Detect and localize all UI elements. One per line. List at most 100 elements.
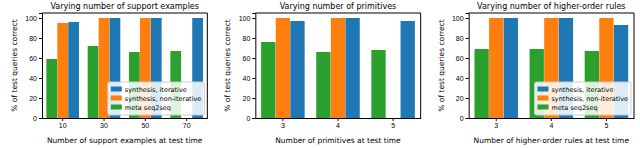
tick: 80 [456, 35, 469, 42]
bar [474, 49, 488, 118]
legend-swatch [111, 87, 122, 92]
x-axis: 3 4 5 [469, 118, 634, 129]
tick-mark [466, 38, 469, 39]
tick-mark [39, 38, 42, 39]
tick-label: 50 [141, 122, 149, 129]
tick-label: 0 [460, 115, 464, 122]
tick-label: 3 [494, 122, 498, 129]
tick: 0 [33, 115, 42, 122]
y-axis: 020406080100 [25, 14, 42, 122]
panel: 02040608010010305070Varying number of su… [10, 2, 208, 145]
bar [88, 46, 99, 118]
tick: 60 [243, 55, 256, 62]
tick-label: 60 [456, 55, 464, 62]
tick-label: 100 [25, 15, 37, 22]
tick-mark [39, 58, 42, 59]
tick-label: 20 [243, 95, 251, 102]
tick: 20 [456, 95, 469, 102]
legend-box [534, 82, 631, 115]
tick-label: 70 [183, 122, 191, 129]
tick-label: 60 [243, 55, 251, 62]
x-axis-title: Number of support examples at test time [47, 136, 203, 145]
tick-mark [466, 98, 469, 99]
tick-label: 80 [29, 35, 37, 42]
tick: 60 [456, 55, 469, 62]
tick-mark [186, 118, 187, 121]
y-axis-title: % of test queries correct [437, 19, 446, 111]
y-axis: 020406080100 [239, 14, 256, 122]
tick: 50 [141, 118, 149, 129]
tick-label: 80 [456, 35, 464, 42]
x-axis-title: Number of higher-order rules at test tim… [474, 136, 630, 145]
legend-swatch [111, 105, 122, 110]
tick: 4 [549, 118, 553, 129]
tick-mark [338, 118, 339, 121]
legend-item: meta seq2seq [111, 104, 171, 112]
tick-mark [252, 58, 255, 59]
tick-label: 60 [29, 55, 37, 62]
tick-label: 3 [281, 122, 285, 129]
tick-mark [466, 58, 469, 59]
tick: 60 [29, 55, 42, 62]
bar [331, 18, 345, 118]
title: Varying number of support examples [50, 2, 199, 11]
y-axis-title: % of test queries correct [10, 19, 19, 111]
axis-line [466, 14, 470, 119]
tick: 3 [494, 118, 498, 129]
tick-label: 0 [246, 115, 250, 122]
tick-mark [551, 118, 552, 121]
tick-mark [252, 118, 255, 119]
bar [57, 23, 68, 118]
tick: 3 [281, 118, 285, 129]
tick: 100 [452, 15, 469, 22]
tick-mark [466, 118, 469, 119]
frame [420, 13, 421, 118]
tick-mark [466, 18, 469, 19]
tick-mark [39, 78, 42, 79]
title: Varying number of higher-order rules [477, 2, 625, 11]
legend: synthesis, iterativesynthesis, non-itera… [534, 82, 631, 115]
tick: 40 [456, 75, 469, 82]
bar [504, 18, 518, 118]
panel: 0 20 40 60 80 100 3 4 5 Varying number of higher-… [437, 2, 635, 145]
tick: 0 [246, 115, 255, 122]
legend-label: meta seq2seq [551, 104, 597, 112]
tick: 80 [243, 35, 256, 42]
legend-label: synthesis, non-iterative [551, 95, 628, 103]
bar [68, 22, 79, 118]
tick: 70 [183, 118, 191, 129]
tick-label: 4 [336, 122, 340, 129]
panel: 020406080100345Varying number of primiti… [223, 2, 421, 145]
axis-line [39, 14, 43, 119]
legend-box [108, 82, 205, 115]
tick-label: 5 [604, 122, 608, 129]
legend-label: synthesis, iterative [551, 86, 613, 94]
legend-item: meta seq2seq [537, 104, 597, 112]
tick: 0 [460, 115, 469, 122]
x-axis: 3 4 5 [256, 118, 421, 129]
tick: 5 [391, 118, 395, 129]
legend-swatch [111, 96, 122, 101]
tick-mark [39, 98, 42, 99]
bar [316, 52, 330, 118]
tick-mark [252, 98, 255, 99]
tick-mark [606, 118, 607, 121]
tick-mark [39, 18, 42, 19]
tick-mark [252, 38, 255, 39]
tick-mark [62, 118, 63, 121]
frame [255, 13, 420, 14]
tick: 40 [29, 75, 42, 82]
legend-swatch [537, 105, 548, 110]
bar [46, 59, 57, 118]
tick: 10 [59, 118, 67, 129]
frame [207, 13, 208, 118]
tick: 100 [25, 15, 42, 22]
tick: 100 [239, 15, 256, 22]
bar [261, 42, 275, 118]
y-axis-title: % of test queries correct [223, 19, 232, 111]
tick-mark [145, 118, 146, 121]
tick-label: 40 [29, 75, 37, 82]
legend-item: synthesis, iterative [111, 86, 187, 94]
bars [261, 18, 415, 118]
legend-label: synthesis, non-iterative [125, 95, 202, 103]
